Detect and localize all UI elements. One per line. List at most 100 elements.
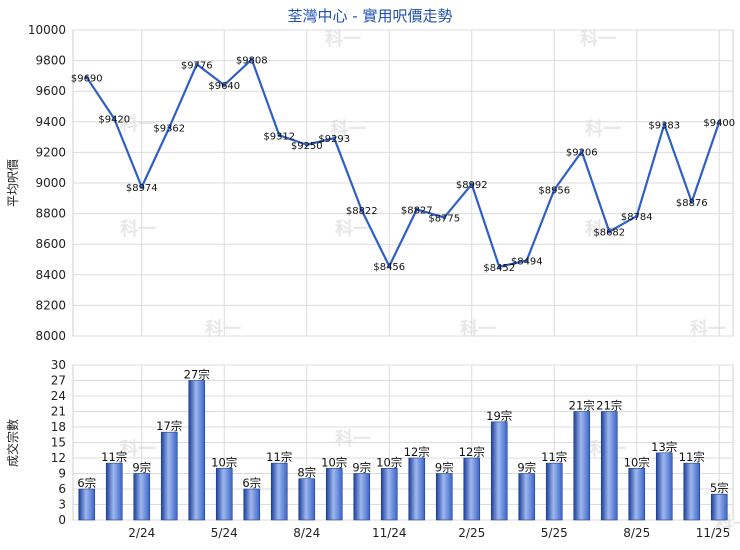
- price-data-label: $8494: [511, 256, 543, 267]
- price-point: [442, 215, 447, 220]
- count-y-tick-label: 15: [51, 436, 66, 450]
- price-point: [552, 187, 557, 192]
- x-tick-label: 11/25: [696, 526, 731, 540]
- x-tick-label: 2/25: [458, 526, 485, 540]
- price-point: [579, 149, 584, 154]
- count-series: [78, 380, 728, 521]
- price-data-label: $8456: [373, 262, 405, 273]
- count-bar: [78, 488, 96, 521]
- price-data-label: $8682: [593, 228, 625, 239]
- count-bar: [463, 457, 481, 521]
- count-grid: [72, 364, 734, 521]
- price-data-label: $9206: [566, 147, 598, 158]
- count-data-label: 9宗: [517, 461, 536, 475]
- count-bar: [380, 468, 398, 521]
- price-data-label: $8876: [676, 198, 708, 209]
- price-point: [194, 62, 199, 67]
- price-point: [497, 265, 502, 269]
- price-data-label: $8452: [483, 263, 515, 274]
- x-tick-label: 5/25: [541, 526, 568, 540]
- price-point: [332, 136, 337, 140]
- count-bar: [188, 380, 206, 521]
- price-point: [139, 185, 144, 189]
- x-tick-label: 11/24: [372, 526, 407, 540]
- watermark-text: 科一: [690, 318, 726, 340]
- count-y-tick-label: 21: [51, 405, 66, 419]
- count-data-label: 13宗: [651, 440, 677, 454]
- x-tick-label: 2/24: [128, 526, 155, 540]
- count-data-label: 11宗: [541, 450, 567, 464]
- count-data-label: 10宗: [624, 455, 650, 469]
- count-bar: [683, 462, 701, 521]
- count-data-label: 21宗: [569, 399, 595, 413]
- price-y-tick-label: 8200: [35, 298, 66, 312]
- price-data-label: $8822: [346, 206, 378, 217]
- count-data-label: 9宗: [352, 461, 371, 475]
- count-y-tick-label: 6: [58, 482, 66, 496]
- x-tick-label: 8/25: [623, 526, 650, 540]
- count-bar: [105, 462, 123, 521]
- price-data-label: $8974: [126, 183, 158, 194]
- price-point: [167, 125, 172, 130]
- count-bar: [408, 457, 426, 521]
- price-y-axis-label: 平均呎價: [6, 159, 20, 207]
- count-data-label: 21宗: [596, 399, 622, 413]
- price-y-tick-label: 9800: [35, 54, 66, 68]
- count-y-tick-label: 12: [51, 451, 66, 465]
- count-bar: [710, 493, 728, 521]
- count-bar: [628, 468, 646, 521]
- watermark-text: 科一: [120, 113, 156, 135]
- watermark-text: 科一: [205, 318, 241, 340]
- price-data-label: $8956: [538, 186, 570, 197]
- price-point: [524, 258, 529, 263]
- count-bar: [298, 478, 316, 521]
- count-y-tick-label: 3: [58, 498, 66, 512]
- watermark-text: 科一: [580, 28, 616, 50]
- price-data-label: $9808: [236, 55, 268, 66]
- count-bar: [243, 488, 261, 521]
- price-y-tick-label: 8800: [35, 207, 66, 221]
- count-y-axis-label: 成交宗數: [5, 419, 20, 467]
- price-data-label: $9640: [208, 81, 240, 92]
- price-y-tick-label: 9600: [35, 84, 66, 98]
- price-y-tick-label: 8600: [35, 237, 66, 251]
- price-point: [414, 207, 419, 212]
- price-data-label: $8827: [401, 205, 433, 216]
- count-data-label: 6宗: [242, 476, 261, 490]
- watermark-text: 科一: [325, 28, 361, 50]
- count-data-label: 12宗: [459, 445, 485, 459]
- date-x-axis: 2/24 5/24 8/24 11/24 2/25 5/25 8/25 11/25: [128, 526, 730, 540]
- watermark-text: 科一: [120, 218, 156, 240]
- count-data-label: 10宗: [211, 455, 237, 469]
- watermark-text: 科一: [335, 218, 371, 240]
- price-series: [84, 57, 722, 269]
- price-data-label: $9250: [291, 141, 323, 152]
- count-data-label: 11宗: [679, 450, 705, 464]
- price-grid: [72, 29, 734, 337]
- count-data-label: 11宗: [101, 450, 127, 464]
- count-bar: [215, 468, 233, 521]
- count-bar: [270, 462, 288, 521]
- price-data-label: $9312: [263, 131, 295, 142]
- count-data-label: 6宗: [77, 476, 96, 490]
- watermark-text: 科一: [335, 428, 371, 450]
- price-y-axis: 8000 8200 8400 8600 8800 9000 9200 9400 9600 9800…: [28, 23, 66, 343]
- count-bar: [573, 411, 591, 521]
- watermark-text: 科一: [330, 118, 366, 140]
- count-y-tick-label: 0: [58, 513, 66, 527]
- price-data-label: $9293: [318, 134, 350, 145]
- price-point: [304, 142, 309, 147]
- price-y-tick-label: 9400: [35, 115, 66, 129]
- price-point: [469, 182, 474, 187]
- price-data-labels: $9690 $9420 $8974 $9362 $9776 $9640 $9808 $9312…: [71, 55, 735, 273]
- x-tick-label: 8/24: [293, 526, 320, 540]
- count-data-label: 9宗: [435, 461, 454, 475]
- price-data-label: $9690: [71, 73, 103, 84]
- x-tick-label: 5/24: [211, 526, 238, 540]
- watermark-text: 科一: [120, 438, 156, 460]
- count-bar: [655, 452, 673, 521]
- price-point: [689, 200, 694, 204]
- count-data-label: 8宗: [297, 466, 316, 480]
- price-point: [662, 122, 667, 127]
- count-data-label: 10宗: [376, 455, 402, 469]
